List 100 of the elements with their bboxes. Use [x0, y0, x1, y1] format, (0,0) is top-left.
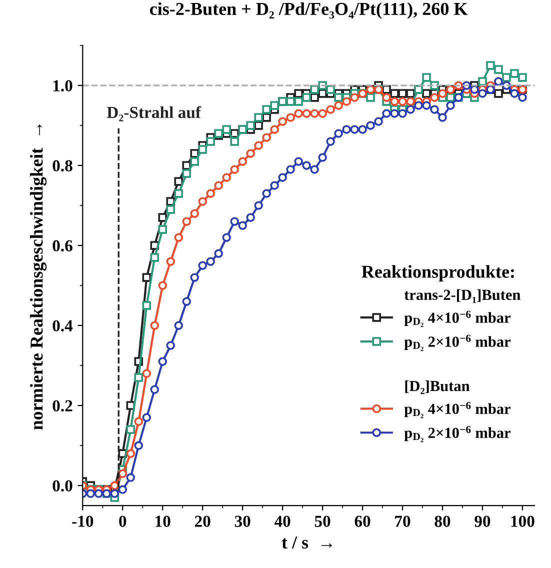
- point: [398, 97, 407, 106]
- point: [398, 89, 407, 98]
- y-tick-label: 0.8: [52, 160, 72, 172]
- point: [478, 89, 487, 98]
- point: [430, 105, 439, 114]
- point: [150, 253, 159, 262]
- point: [198, 261, 207, 270]
- point: [222, 125, 231, 134]
- point: [238, 157, 247, 166]
- point: [374, 117, 383, 126]
- point: [286, 97, 295, 106]
- point: [150, 321, 159, 330]
- point: [262, 133, 271, 142]
- y-tick-label: 0.4: [52, 320, 73, 332]
- point: [110, 481, 120, 490]
- point: [158, 281, 167, 290]
- point: [142, 369, 151, 378]
- point: [246, 213, 255, 222]
- x-tick-label: 90: [474, 516, 490, 527]
- point: [310, 109, 319, 118]
- point: [286, 113, 295, 122]
- point: [350, 125, 359, 134]
- point: [238, 221, 247, 230]
- point: [326, 85, 335, 94]
- point: [334, 93, 343, 102]
- point: [390, 89, 399, 98]
- point: [214, 249, 223, 258]
- point: [366, 121, 375, 130]
- point: [158, 225, 167, 234]
- point: [414, 101, 423, 110]
- point: [478, 77, 487, 86]
- point: [206, 137, 215, 146]
- point: [510, 89, 519, 98]
- x-tick-label: 30: [234, 516, 250, 527]
- point: [502, 73, 511, 82]
- point: [118, 469, 128, 478]
- point: [126, 425, 136, 434]
- point: [398, 109, 407, 118]
- x-tick-label: 80: [434, 516, 450, 527]
- point: [158, 213, 167, 222]
- legend-label: p$_{D₂}$ 2×10$^{−6}$ mbar: [404, 334, 511, 351]
- point: [246, 149, 255, 158]
- point: [358, 125, 367, 134]
- point: [270, 125, 279, 134]
- point: [518, 93, 527, 102]
- point: [406, 105, 415, 114]
- x-tick-label: 0: [119, 516, 126, 527]
- point: [254, 141, 263, 150]
- y-tick-label: 0.0: [52, 480, 72, 492]
- x-tick-label: 60: [354, 516, 370, 527]
- point: [230, 217, 239, 226]
- point: [230, 137, 239, 146]
- point: [174, 189, 183, 198]
- point: [254, 113, 263, 122]
- point: [222, 173, 231, 182]
- point: [214, 181, 223, 190]
- point: [118, 485, 128, 494]
- point: [270, 101, 279, 110]
- point: [150, 385, 159, 394]
- point: [470, 85, 479, 94]
- point: [254, 201, 263, 210]
- point: [278, 173, 287, 182]
- point: [262, 189, 271, 198]
- point: [126, 449, 136, 458]
- point: [166, 257, 175, 266]
- point: [142, 413, 151, 422]
- point: [438, 113, 447, 122]
- x-tick-label: 50: [314, 516, 330, 527]
- point: [294, 109, 303, 118]
- point: [382, 93, 391, 102]
- point: [334, 101, 343, 110]
- point: [422, 101, 431, 110]
- point: [206, 189, 215, 198]
- point: [110, 489, 120, 498]
- point: [246, 121, 255, 130]
- point: [134, 417, 144, 426]
- point: [318, 153, 327, 162]
- point: [302, 109, 311, 118]
- point: [182, 169, 191, 178]
- point: [486, 61, 495, 70]
- x-axis-title: t / s →: [282, 536, 332, 549]
- point: [262, 105, 271, 114]
- point: [446, 101, 455, 110]
- x-tick-label: 70: [395, 516, 410, 527]
- point: [174, 321, 183, 330]
- point: [350, 93, 359, 102]
- legend-label: p$_{D₂}$ 4×10$^{−6}$ mbar: [404, 310, 511, 327]
- x-tick-label: 20: [194, 516, 210, 527]
- point: [342, 125, 351, 134]
- point: [190, 209, 199, 218]
- point: [518, 73, 527, 82]
- x-tick-label: 40: [274, 516, 290, 527]
- point: [286, 165, 295, 174]
- point: [190, 157, 199, 166]
- point: [182, 217, 191, 226]
- point: [494, 65, 503, 74]
- point: [294, 157, 303, 166]
- point: [510, 69, 519, 78]
- point: [310, 165, 319, 174]
- point: [166, 341, 175, 350]
